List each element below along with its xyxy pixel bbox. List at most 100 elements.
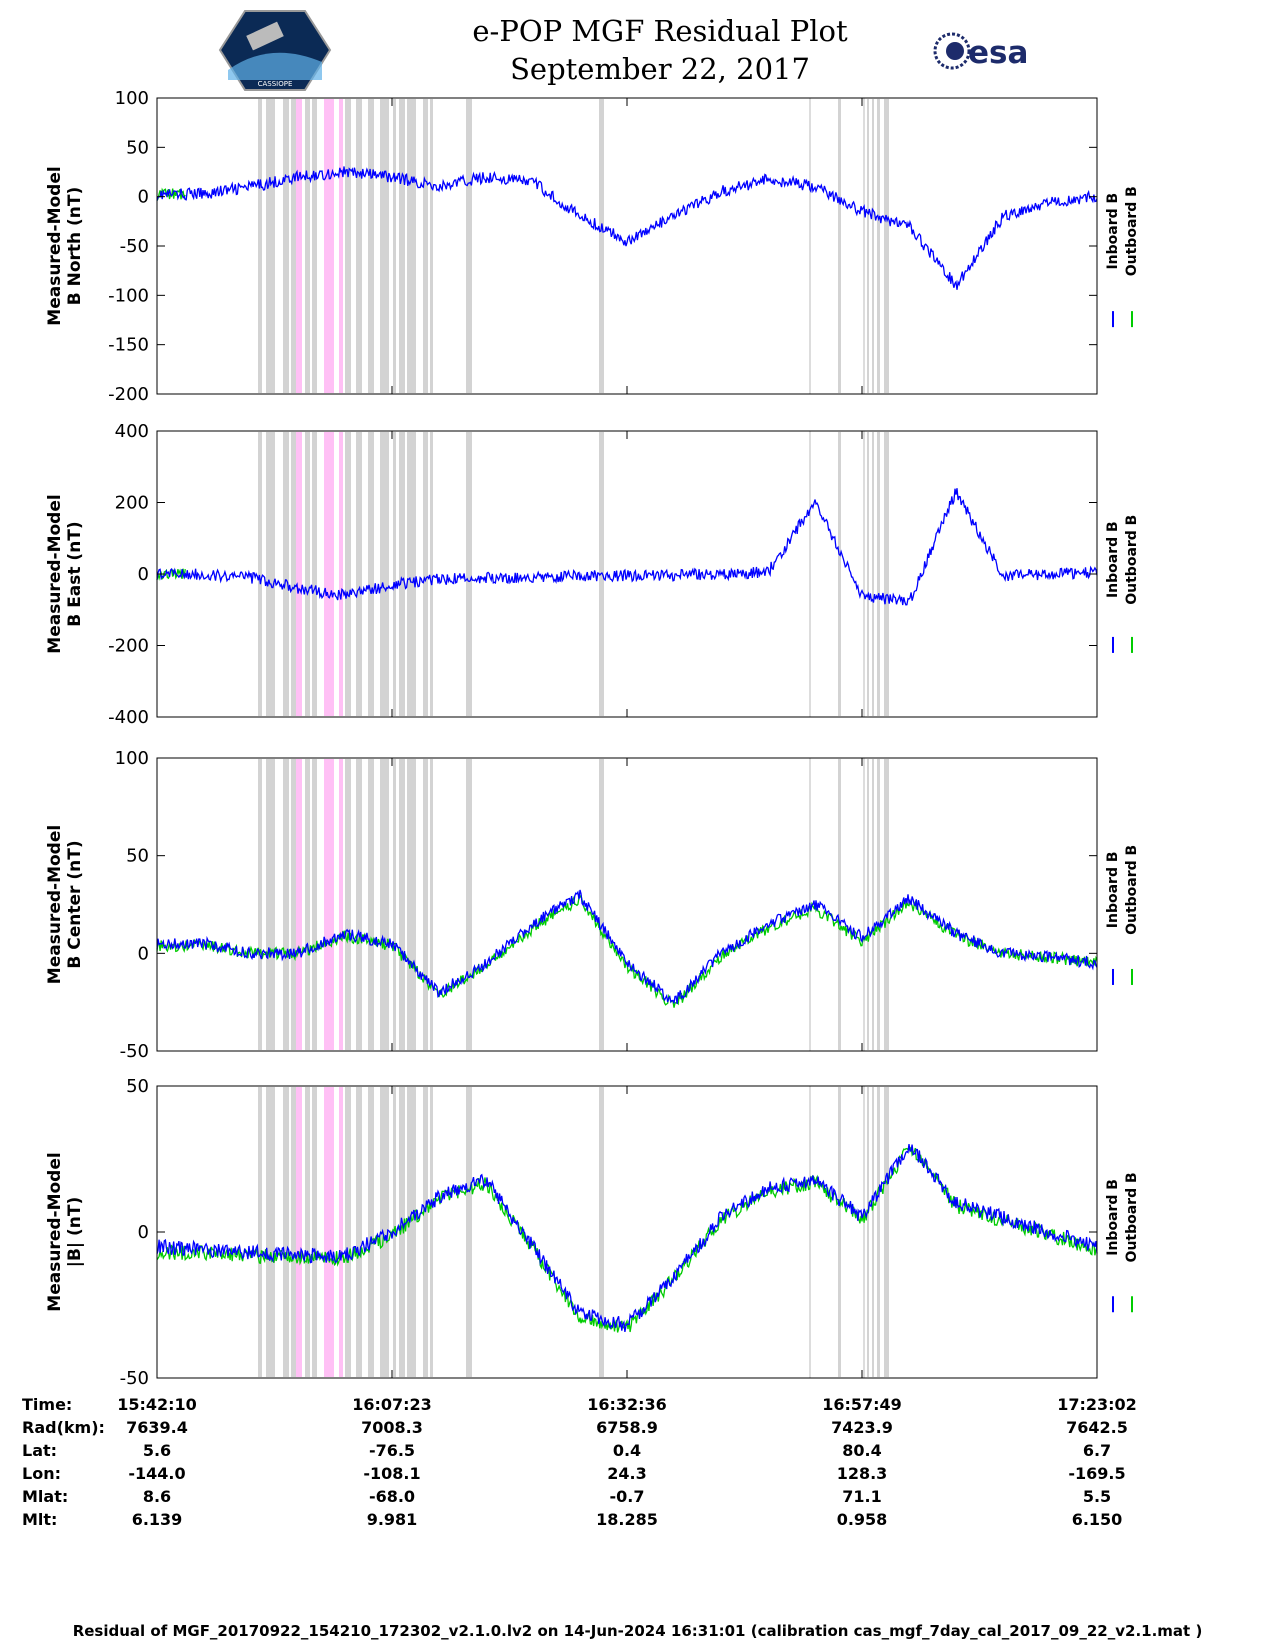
ephemeris-value: 16:32:36	[587, 1395, 667, 1414]
y-axis-label-line2: B North (nT)	[65, 187, 85, 306]
ephemeris-value: 7423.9	[831, 1418, 893, 1437]
y-axis-label-line1: Measured-Model	[45, 166, 65, 325]
y-axis-label-line1: Measured-Model	[45, 494, 65, 653]
inboard-b-line	[156, 889, 1098, 1004]
legend: Inboard B Outboard B	[1105, 186, 1140, 328]
gray-data-gap-band	[356, 99, 362, 393]
esa-logo: esa	[933, 32, 1028, 71]
plot-title-line2: September 22, 2017	[510, 52, 810, 86]
gray-data-gap-band	[884, 759, 889, 1050]
ephemeris-value: -68.0	[369, 1487, 415, 1506]
gray-data-gap-band	[867, 432, 869, 716]
y-tick-label: 0	[138, 943, 149, 964]
gray-data-gap-band	[312, 99, 317, 393]
legend-label-inboard: Inboard B	[1105, 1179, 1121, 1256]
gray-data-gap-band	[393, 759, 396, 1050]
ephemeris-value: 6758.9	[596, 1418, 658, 1437]
gray-data-gap-band	[291, 1087, 296, 1377]
ephemeris-value: 18.285	[596, 1510, 658, 1529]
gray-data-gap-band	[423, 1087, 428, 1377]
gray-data-gap-band	[430, 1087, 433, 1377]
ephemeris-row-label: Mlt:	[22, 1510, 57, 1529]
y-axis-label-line2: B Center (nT)	[65, 840, 85, 968]
magenta-data-gap-band	[296, 759, 302, 1050]
plot-title-line1: e-POP MGF Residual Plot	[472, 14, 848, 48]
gray-data-gap-band	[368, 1087, 374, 1377]
gray-data-gap-band	[345, 99, 351, 393]
y-tick-label: -100	[108, 285, 149, 306]
gray-data-gap-band	[368, 759, 374, 1050]
magenta-data-gap-band	[296, 99, 302, 393]
y-tick-label: -400	[108, 707, 149, 728]
gray-data-gap-band	[877, 432, 880, 716]
gray-data-gap-band	[877, 99, 880, 393]
gray-data-gap-band	[430, 759, 433, 1050]
ephemeris-value: 7642.5	[1066, 1418, 1128, 1437]
panel-2: 400 200 0 -200 -400 Measured-ModelB East (nT)…	[45, 421, 1140, 728]
magenta-data-gap-band	[296, 432, 302, 716]
y-tick-label: 0	[138, 187, 149, 208]
ephemeris-value: 17:23:02	[1057, 1395, 1137, 1414]
y-tick-label: 50	[126, 137, 149, 158]
inboard-b-line	[156, 166, 1098, 290]
gray-data-gap-band	[312, 759, 317, 1050]
magenta-data-gap-band	[339, 759, 343, 1050]
gray-data-gap-band	[258, 759, 262, 1050]
panel-1: 100 50 0 -50 -100 -150 -200 Measured-ModelB Nor…	[45, 88, 1140, 405]
legend-label-inboard: Inboard B	[1105, 521, 1121, 598]
gray-data-gap-band	[368, 432, 374, 716]
gray-data-gap-band	[466, 1087, 472, 1377]
gray-data-gap-band	[872, 99, 874, 393]
gray-data-gap-band	[877, 1087, 880, 1377]
gray-data-gap-band	[867, 759, 869, 1050]
legend: Inboard B Outboard B	[1105, 1172, 1140, 1313]
panel-4: 50 0 -50 Measured-Model|B| (nT) Inboard B Out…	[45, 1076, 1140, 1389]
gray-data-gap-band	[380, 1087, 389, 1377]
ephemeris-value: 80.4	[842, 1441, 881, 1460]
ephemeris-value: 16:07:23	[352, 1395, 432, 1414]
gray-data-gap-band	[466, 99, 472, 393]
esa-logo-text: esa	[968, 35, 1028, 71]
ephemeris-value: 24.3	[607, 1464, 646, 1483]
y-axis-label: Measured-ModelB North (nT)	[45, 166, 85, 325]
gray-data-gap-band	[884, 1087, 889, 1377]
y-axis-label-line2: |B| (nT)	[65, 1197, 85, 1268]
gray-data-gap-band	[423, 759, 428, 1050]
ephemeris-value: -108.1	[363, 1464, 420, 1483]
gray-data-gap-band	[599, 1087, 604, 1377]
magenta-data-gap-band	[339, 1087, 343, 1377]
ephemeris-row-label: Time:	[22, 1395, 72, 1414]
gray-data-gap-band	[407, 432, 416, 716]
ephemeris-value: 7008.3	[361, 1418, 423, 1437]
gray-data-gap-band	[283, 1087, 289, 1377]
inboard-b-line	[156, 488, 1098, 606]
ephemeris-value: 71.1	[842, 1487, 881, 1506]
gray-data-gap-band	[466, 759, 472, 1050]
gray-data-gap-band	[380, 99, 389, 393]
y-axis-label: Measured-ModelB East (nT)	[45, 494, 85, 653]
ephemeris-value: 0.958	[837, 1510, 888, 1529]
gray-data-gap-band	[266, 759, 275, 1050]
legend: Inboard B Outboard B	[1105, 845, 1140, 985]
magenta-data-gap-band	[339, 432, 343, 716]
magenta-data-gap-band	[324, 99, 334, 393]
inboard-b-line	[156, 1144, 1098, 1333]
ephemeris-value: -76.5	[369, 1441, 415, 1460]
ephemeris-value: 8.6	[143, 1487, 171, 1506]
gray-data-gap-band	[266, 1087, 275, 1377]
gray-data-gap-band	[258, 99, 262, 393]
gray-data-gap-band	[599, 759, 604, 1050]
ephemeris-value: 128.3	[837, 1464, 888, 1483]
ephemeris-row-label: Lon:	[22, 1464, 61, 1483]
y-tick-label: 0	[138, 564, 149, 585]
y-axis-label-line1: Measured-Model	[45, 1152, 65, 1311]
gray-data-gap-band	[380, 432, 389, 716]
legend-label-outboard: Outboard B	[1124, 1172, 1140, 1262]
y-tick-label: 400	[115, 421, 149, 442]
gray-data-gap-band	[312, 1087, 317, 1377]
gray-data-gap-band	[305, 759, 310, 1050]
gray-data-gap-band	[466, 432, 472, 716]
y-tick-label: -50	[120, 1368, 149, 1389]
ephemeris-row-label: Mlat:	[22, 1487, 68, 1506]
gray-data-gap-band	[345, 759, 351, 1050]
